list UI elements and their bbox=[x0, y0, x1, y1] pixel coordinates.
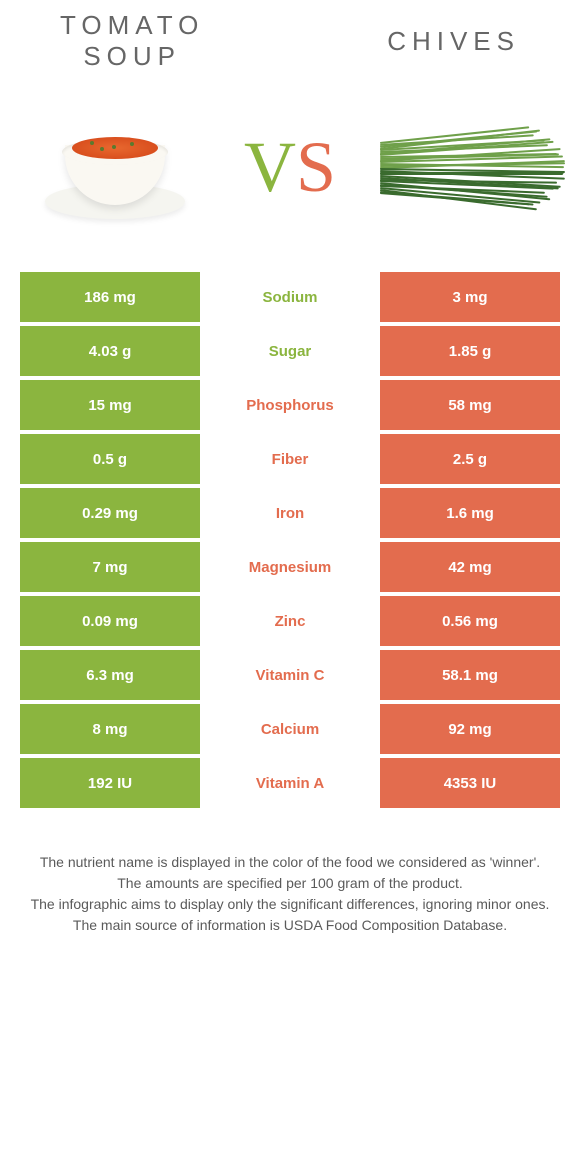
title-left-line2: SOUP bbox=[83, 41, 181, 71]
nutrient-left-value: 6.3 mg bbox=[20, 650, 200, 700]
nutrient-label: Phosphorus bbox=[200, 380, 380, 430]
nutrient-label: Vitamin C bbox=[200, 650, 380, 700]
nutrient-right-value: 2.5 g bbox=[380, 434, 560, 484]
vs-s: S bbox=[296, 127, 336, 207]
vs-text: VS bbox=[244, 126, 336, 209]
nutrient-label: Magnesium bbox=[200, 542, 380, 592]
nutrient-right-value: 1.6 mg bbox=[380, 488, 560, 538]
nutrient-right-value: 0.56 mg bbox=[380, 596, 560, 646]
nutrient-right-value: 42 mg bbox=[380, 542, 560, 592]
nutrient-right-value: 58.1 mg bbox=[380, 650, 560, 700]
nutrient-label: Fiber bbox=[200, 434, 380, 484]
nutrient-left-value: 0.09 mg bbox=[20, 596, 200, 646]
footnote-line: The amounts are specified per 100 gram o… bbox=[30, 873, 550, 894]
nutrient-right-value: 58 mg bbox=[380, 380, 560, 430]
infographic-container: TOMATO SOUP CHIVES VS 186 mgSo bbox=[0, 0, 580, 976]
nutrient-row: 192 IUVitamin A4353 IU bbox=[20, 758, 560, 808]
nutrient-left-value: 186 mg bbox=[20, 272, 200, 322]
nutrient-left-value: 7 mg bbox=[20, 542, 200, 592]
footnote-line: The infographic aims to display only the… bbox=[30, 894, 550, 915]
nutrient-left-value: 0.29 mg bbox=[20, 488, 200, 538]
nutrient-left-value: 192 IU bbox=[20, 758, 200, 808]
nutrient-row: 186 mgSodium3 mg bbox=[20, 272, 560, 322]
nutrient-label: Iron bbox=[200, 488, 380, 538]
nutrient-row: 0.09 mgZinc0.56 mg bbox=[20, 596, 560, 646]
nutrient-row: 15 mgPhosphorus58 mg bbox=[20, 380, 560, 430]
nutrient-label: Zinc bbox=[200, 596, 380, 646]
nutrient-left-value: 8 mg bbox=[20, 704, 200, 754]
nutrient-row: 7 mgMagnesium42 mg bbox=[20, 542, 560, 592]
nutrient-label: Vitamin A bbox=[200, 758, 380, 808]
title-left-line1: TOMATO bbox=[60, 10, 204, 40]
nutrient-row: 0.29 mgIron1.6 mg bbox=[20, 488, 560, 538]
chives-image bbox=[380, 102, 550, 232]
nutrient-left-value: 4.03 g bbox=[20, 326, 200, 376]
footnotes: The nutrient name is displayed in the co… bbox=[0, 812, 580, 976]
images-row: VS bbox=[0, 102, 580, 272]
nutrient-row: 4.03 gSugar1.85 g bbox=[20, 326, 560, 376]
tomato-soup-image bbox=[30, 102, 200, 232]
nutrient-left-value: 0.5 g bbox=[20, 434, 200, 484]
footnote-line: The nutrient name is displayed in the co… bbox=[30, 852, 550, 873]
vs-v: V bbox=[244, 127, 296, 207]
header: TOMATO SOUP CHIVES bbox=[0, 0, 580, 102]
footnote-line: The main source of information is USDA F… bbox=[30, 915, 550, 936]
nutrient-row: 8 mgCalcium92 mg bbox=[20, 704, 560, 754]
title-right: CHIVES bbox=[387, 26, 520, 57]
nutrient-left-value: 15 mg bbox=[20, 380, 200, 430]
nutrient-right-value: 1.85 g bbox=[380, 326, 560, 376]
nutrient-label: Sodium bbox=[200, 272, 380, 322]
nutrient-row: 6.3 mgVitamin C58.1 mg bbox=[20, 650, 560, 700]
nutrient-label: Sugar bbox=[200, 326, 380, 376]
nutrient-right-value: 3 mg bbox=[380, 272, 560, 322]
nutrient-right-value: 92 mg bbox=[380, 704, 560, 754]
nutrient-right-value: 4353 IU bbox=[380, 758, 560, 808]
title-left: TOMATO SOUP bbox=[60, 10, 204, 72]
nutrient-row: 0.5 gFiber2.5 g bbox=[20, 434, 560, 484]
nutrient-label: Calcium bbox=[200, 704, 380, 754]
nutrient-table: 186 mgSodium3 mg4.03 gSugar1.85 g15 mgPh… bbox=[0, 272, 580, 808]
